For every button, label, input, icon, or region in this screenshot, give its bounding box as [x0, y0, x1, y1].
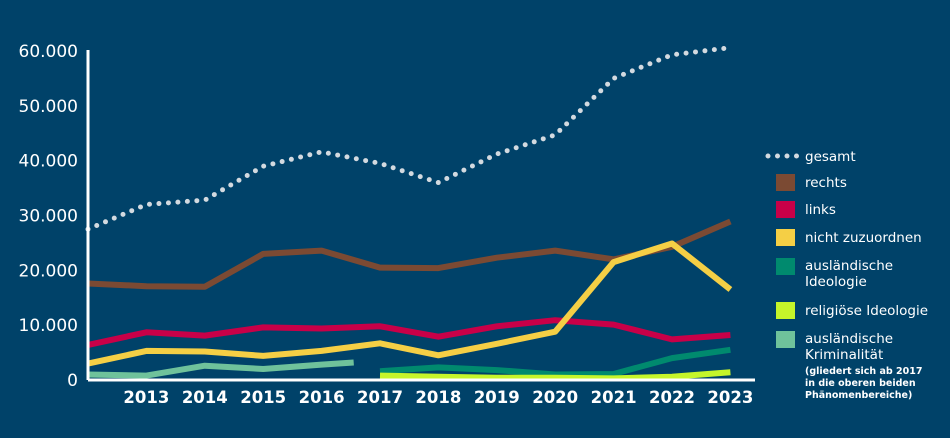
- y-tick-label: 10.000: [19, 316, 78, 336]
- legend-label-auslaendische-kriminalitaet: ausländische Kriminalität: [805, 331, 897, 363]
- legend-swatch-links: [776, 201, 795, 218]
- legend-label-gesamt: gesamt: [805, 149, 856, 165]
- y-tick-label: 40.000: [19, 152, 78, 172]
- x-tick-label: 2019: [474, 388, 520, 407]
- y-tick-label: 20.000: [19, 261, 78, 281]
- x-tick-label: 2020: [532, 388, 578, 407]
- x-tick-label: 2017: [357, 388, 403, 407]
- series-line-gesamt: [85, 45, 733, 232]
- legend-label-links: links: [805, 202, 836, 218]
- legend-label-religioese-ideologie: religiöse Ideologie: [805, 303, 928, 319]
- legend-swatch-auslaendische-ideologie: [776, 258, 795, 275]
- legend-note-line-1: (gliedert sich ab 2017: [805, 366, 922, 377]
- y-tick-label: 0: [67, 371, 78, 391]
- y-tick-labels: 0 10.000 20.000 30.000 40.000 50.000 60.000: [19, 42, 78, 391]
- y-tick-label: 60.000: [19, 42, 78, 62]
- x-tick-label: 2018: [415, 388, 461, 407]
- chart-axes: [86, 50, 755, 382]
- legend-swatch-auslaendische-kriminalitaet: [776, 331, 795, 348]
- legend-note: (gliedert sich ab 2017 in die oberen bei…: [805, 366, 926, 401]
- x-tick-label: 2015: [240, 388, 286, 407]
- x-tick-label: 2023: [707, 388, 753, 407]
- legend-label-rechts: rechts: [805, 175, 847, 191]
- series-line-auslaendische-ideologie: [379, 346, 731, 378]
- x-tick-label: 2014: [182, 388, 228, 407]
- legend-note-line-3: Phänomenbereiche): [805, 390, 912, 401]
- series-line-auslaendische-kriminalitaet: [87, 359, 354, 379]
- x-tick-label: 2021: [591, 388, 637, 407]
- y-tick-label: 50.000: [19, 97, 78, 117]
- x-tick-label: 2016: [299, 388, 345, 407]
- series-line-religioese-ideologie: [379, 369, 731, 382]
- x-tick-label: 2013: [123, 388, 169, 407]
- x-tick-label: 2022: [649, 388, 695, 407]
- legend-swatch-religioese-ideologie: [776, 302, 795, 319]
- series-line-nicht-zuzuordnen: [87, 240, 733, 367]
- legend-swatch-rechts: [776, 174, 795, 191]
- legend-label-auslaendische-ideologie: ausländische Ideologie: [805, 258, 897, 290]
- y-tick-label: 30.000: [19, 207, 78, 227]
- legend: gesamt rechts links nicht zuzuordnen aus…: [765, 149, 928, 401]
- series-line-links: [87, 317, 731, 348]
- legend-note-line-2: in die oberen beiden: [805, 378, 916, 389]
- x-tick-labels: 2013 2014 2015 2016 2017 2018 2019 2020 2021 2022…: [123, 388, 753, 407]
- chart-marks: [85, 45, 733, 382]
- legend-label-nicht-zuzuordnen: nicht zuzuordnen: [805, 230, 922, 246]
- legend-swatch-nicht-zuzuordnen: [776, 229, 795, 246]
